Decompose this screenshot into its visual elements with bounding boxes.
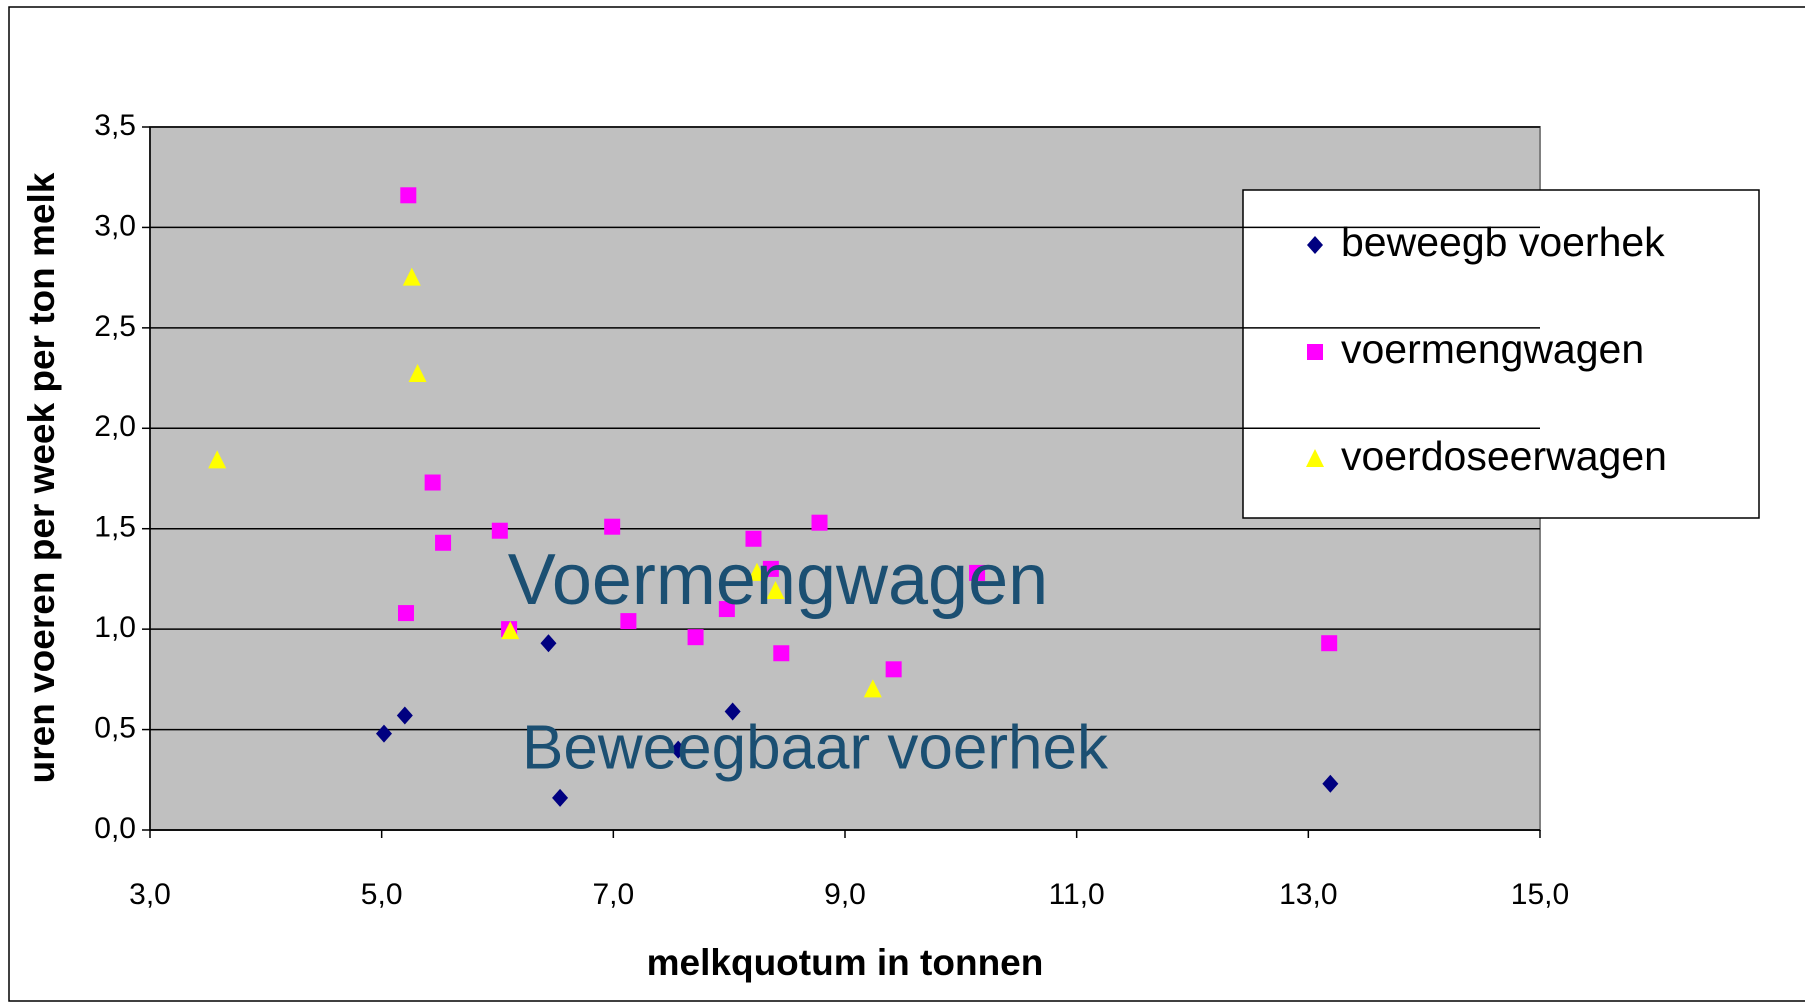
data-point bbox=[885, 661, 902, 678]
annotation: Beweegbaar voerhek bbox=[522, 713, 1109, 782]
data-point bbox=[208, 450, 227, 469]
data-point bbox=[762, 560, 779, 577]
data-point bbox=[724, 702, 741, 721]
data-point bbox=[540, 634, 557, 653]
legend bbox=[1242, 189, 1760, 519]
data-point bbox=[766, 580, 785, 599]
legend-marker bbox=[1307, 236, 1323, 254]
data-point bbox=[670, 740, 687, 759]
data-point bbox=[604, 518, 621, 535]
data-point bbox=[375, 724, 392, 743]
x-axis-label: melkquotum in tonnen bbox=[647, 942, 1044, 983]
data-point bbox=[1321, 635, 1338, 652]
data-point bbox=[396, 706, 413, 725]
legend-marker bbox=[1307, 344, 1323, 360]
legend-label: beweegb voerhek bbox=[1341, 219, 1665, 265]
data-point bbox=[811, 514, 828, 531]
x-tick-label: 15,0 bbox=[1511, 878, 1569, 911]
data-point bbox=[491, 522, 508, 539]
data-point bbox=[424, 474, 441, 491]
y-tick-label: 3,5 bbox=[94, 109, 136, 142]
y-tick-label: 1,0 bbox=[94, 611, 136, 644]
data-point bbox=[408, 364, 427, 383]
data-point bbox=[397, 605, 414, 622]
y-tick-label: 0,5 bbox=[94, 711, 136, 744]
x-tick-label: 13,0 bbox=[1279, 878, 1337, 911]
x-tick-label: 11,0 bbox=[1049, 878, 1105, 911]
data-point bbox=[400, 187, 417, 204]
x-tick-label: 3,0 bbox=[129, 878, 171, 911]
y-axis-label: uren voeren per week per ton melk bbox=[21, 172, 62, 783]
x-tick-label: 7,0 bbox=[592, 878, 634, 911]
data-point bbox=[552, 788, 569, 807]
data-point bbox=[718, 601, 735, 618]
data-point bbox=[773, 645, 790, 662]
y-tick-label: 2,0 bbox=[94, 410, 136, 443]
legend-marker bbox=[1306, 449, 1324, 467]
y-tick-label: 1,5 bbox=[94, 511, 136, 544]
y-tick-label: 2,5 bbox=[94, 310, 136, 343]
legend-label: voermengwagen bbox=[1341, 326, 1644, 372]
data-point bbox=[435, 534, 452, 551]
data-point bbox=[620, 613, 637, 630]
data-point bbox=[1322, 774, 1339, 793]
data-point bbox=[747, 562, 766, 581]
data-point bbox=[402, 267, 421, 286]
data-point bbox=[863, 679, 882, 698]
data-point bbox=[687, 629, 704, 646]
data-point bbox=[969, 564, 986, 581]
data-point bbox=[745, 530, 762, 547]
y-tick-label: 3,0 bbox=[94, 209, 136, 242]
x-tick-label: 9,0 bbox=[824, 878, 866, 911]
data-point bbox=[501, 621, 520, 640]
legend-label: voerdoseerwagen bbox=[1341, 433, 1667, 479]
y-tick-label: 0,0 bbox=[94, 812, 136, 845]
annotation: Voermengwagen bbox=[508, 540, 1048, 620]
x-tick-label: 5,0 bbox=[361, 878, 403, 911]
